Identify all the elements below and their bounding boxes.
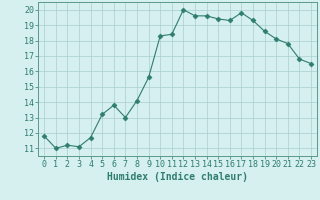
X-axis label: Humidex (Indice chaleur): Humidex (Indice chaleur) [107,172,248,182]
